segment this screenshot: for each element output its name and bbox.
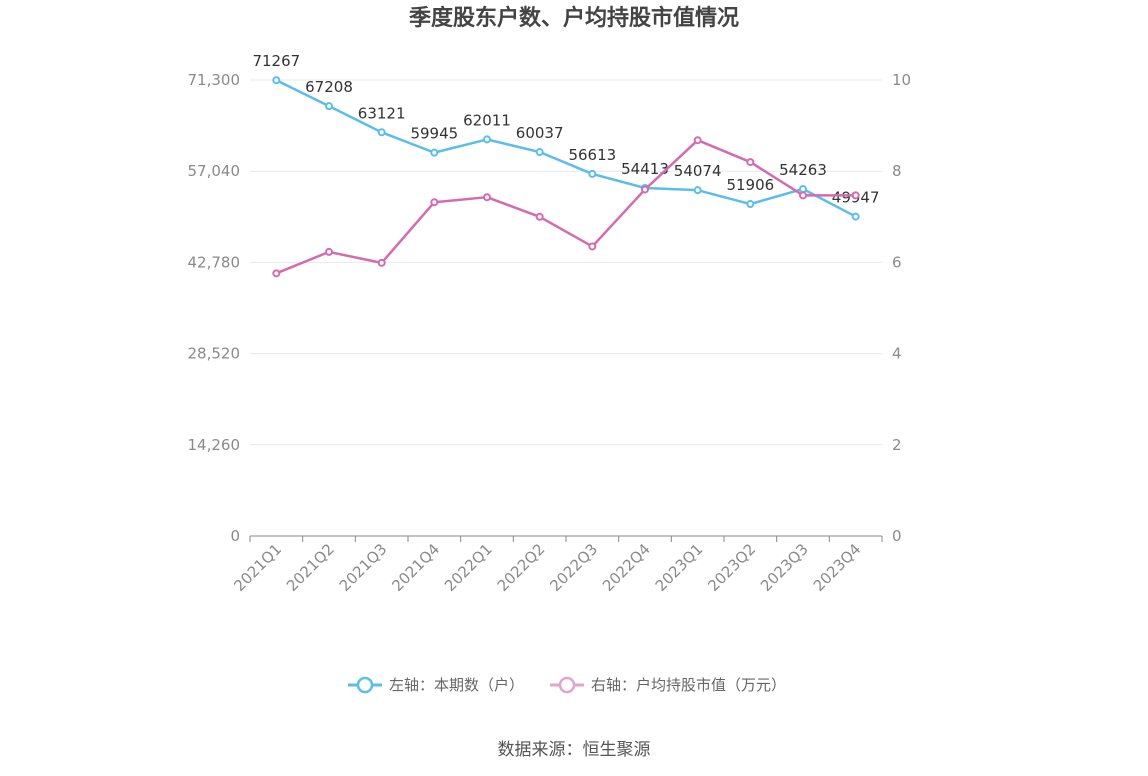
data-point — [377, 128, 386, 137]
data-point — [851, 212, 860, 221]
series-line — [275, 79, 857, 218]
y-left-tick-label: 14,260 — [188, 436, 241, 454]
y-right-tick-label: 8 — [892, 162, 902, 180]
y-right-tick-label: 10 — [892, 71, 911, 89]
data-point — [799, 191, 807, 200]
data-label: 62011 — [463, 111, 511, 129]
data-point — [377, 258, 386, 267]
data-label: 54263 — [779, 161, 827, 179]
data-label: 67208 — [305, 78, 353, 96]
legend-label-left-series[interactable]: 左轴：本期数（户） — [389, 676, 524, 694]
legend-label-right-series[interactable]: 右轴：户均持股市值（万元） — [591, 676, 786, 694]
data-label: 54074 — [674, 162, 722, 180]
y-right-tick-label: 6 — [892, 253, 902, 271]
y-left-tick-label: 0 — [230, 527, 240, 545]
data-point — [588, 242, 597, 251]
x-tick-label: 2023Q4 — [810, 540, 865, 595]
data-point — [851, 191, 860, 200]
data-label: 60037 — [516, 124, 564, 142]
data-label: 54413 — [621, 160, 669, 178]
x-tick-label: 2021Q2 — [283, 540, 338, 595]
data-point — [641, 185, 649, 194]
data-point — [272, 76, 281, 85]
data-point — [799, 184, 807, 193]
y-axis-right: 0 2 4 6 8 10 — [892, 71, 911, 545]
x-tick-label: 2021Q1 — [230, 540, 285, 595]
data-point — [483, 193, 491, 202]
x-tick-label: 2023Q3 — [757, 540, 812, 595]
x-axis: 2021Q12021Q22021Q32021Q42022Q12022Q22022… — [230, 535, 883, 595]
data-label: 51906 — [726, 176, 774, 194]
data-point — [535, 148, 544, 157]
data-label: 71267 — [252, 52, 300, 70]
data-point — [430, 148, 439, 157]
legend-marker-left-series — [356, 676, 374, 694]
data-point — [746, 158, 755, 167]
data-label: 56613 — [568, 146, 616, 164]
data-label: 63121 — [358, 104, 406, 122]
legend-marker-right-series — [558, 676, 576, 694]
x-tick-label: 2022Q1 — [441, 540, 496, 595]
y-left-tick-label: 57,040 — [188, 162, 241, 180]
y-left-tick-label: 28,520 — [188, 345, 241, 363]
y-left-tick-label: 42,780 — [188, 253, 241, 271]
data-point — [693, 136, 702, 145]
x-tick-label: 2021Q4 — [388, 540, 443, 595]
x-tick-label: 2023Q1 — [652, 540, 707, 595]
x-tick-label: 2021Q3 — [336, 540, 391, 595]
series-right-avg-market-value — [272, 136, 860, 278]
data-point — [483, 135, 491, 144]
data-point — [588, 169, 597, 178]
x-tick-label: 2022Q2 — [494, 540, 549, 595]
chart-title: 季度股东户数、户均持股市值情况 — [409, 5, 739, 31]
x-tick-label: 2023Q2 — [704, 540, 759, 595]
data-label: 59945 — [410, 125, 458, 143]
x-tick-label: 2022Q3 — [546, 540, 601, 595]
data-point — [272, 269, 281, 278]
data-point — [430, 198, 439, 207]
data-point — [746, 200, 755, 209]
legend: 左轴：本期数（户） 右轴：户均持股市值（万元） — [348, 676, 786, 694]
data-point — [535, 212, 544, 221]
series-line — [275, 138, 856, 275]
data-point — [325, 102, 333, 111]
data-point — [325, 247, 333, 256]
grid-lines — [250, 79, 882, 446]
y-right-tick-label: 0 — [892, 527, 902, 545]
y-right-tick-label: 2 — [892, 436, 902, 454]
x-tick-label: 2022Q4 — [599, 540, 654, 595]
y-axis-left: 0 14,260 28,520 42,780 57,040 71,300 — [188, 71, 241, 545]
y-right-tick-label: 4 — [892, 345, 902, 363]
data-point — [693, 186, 702, 195]
y-left-tick-label: 71,300 — [188, 71, 241, 89]
source-note: 数据来源：恒生聚源 — [498, 740, 651, 760]
